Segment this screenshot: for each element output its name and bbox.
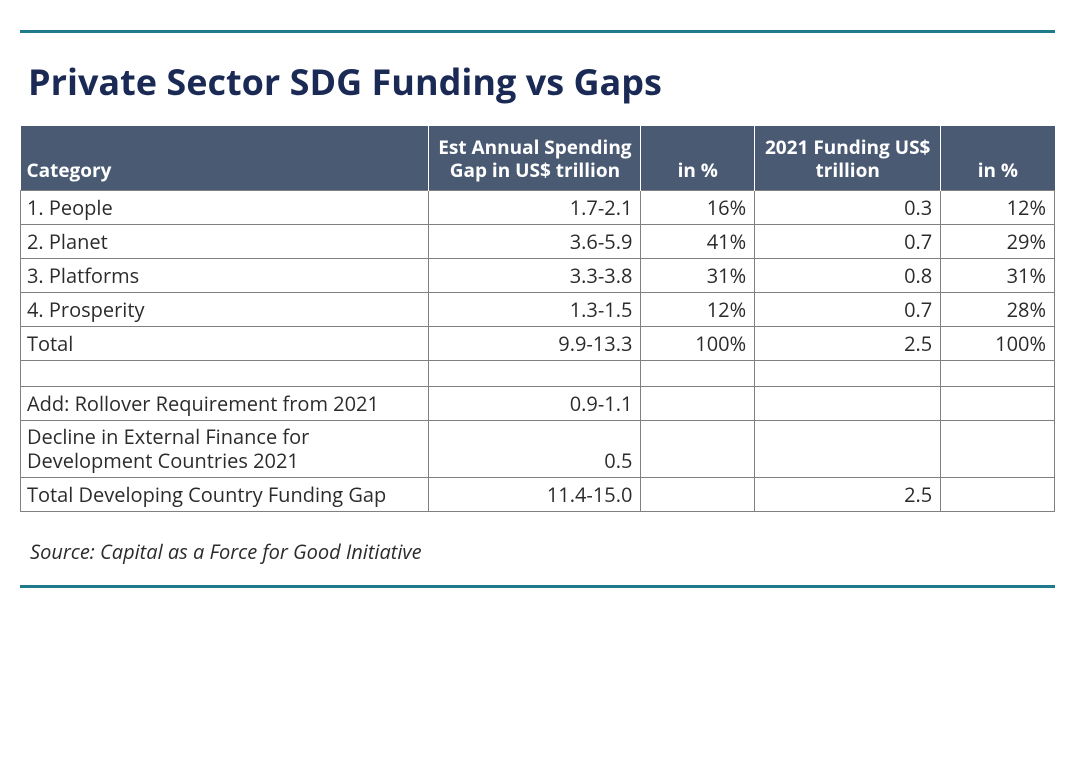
cell-fund: 2.5 bbox=[755, 326, 941, 360]
cell-empty bbox=[755, 360, 941, 386]
table-row: 2. Planet 3.6-5.9 41% 0.7 29% bbox=[21, 224, 1055, 258]
table-row: Add: Rollover Requirement from 2021 0.9-… bbox=[21, 386, 1055, 420]
cell-category: 4. Prosperity bbox=[21, 292, 429, 326]
table-row: Decline in External Finance for Developm… bbox=[21, 420, 1055, 477]
bottom-rule bbox=[20, 585, 1055, 588]
page: Private Sector SDG Funding vs Gaps Categ… bbox=[0, 30, 1075, 765]
table-body: 1. People 1.7-2.1 16% 0.3 12% 2. Planet … bbox=[21, 190, 1055, 511]
cell-empty bbox=[941, 360, 1055, 386]
cell-empty bbox=[21, 360, 429, 386]
cell-fund bbox=[755, 420, 941, 477]
cell-gap-pct: 31% bbox=[641, 258, 755, 292]
cell-gap: 1.3-1.5 bbox=[429, 292, 641, 326]
cell-empty bbox=[641, 477, 755, 511]
cell-category: Decline in External Finance for Developm… bbox=[21, 420, 429, 477]
cell-fund-pct: 12% bbox=[941, 190, 1055, 224]
col-header-gap-pct: in % bbox=[641, 126, 755, 190]
cell-category: 3. Platforms bbox=[21, 258, 429, 292]
table-row-total: Total 9.9-13.3 100% 2.5 100% bbox=[21, 326, 1055, 360]
cell-gap-pct: 41% bbox=[641, 224, 755, 258]
table-spacer-row bbox=[21, 360, 1055, 386]
cell-fund: 0.7 bbox=[755, 224, 941, 258]
cell-gap: 3.6-5.9 bbox=[429, 224, 641, 258]
cell-empty bbox=[941, 420, 1055, 477]
cell-category: 1. People bbox=[21, 190, 429, 224]
top-rule bbox=[20, 30, 1055, 33]
cell-fund-pct: 100% bbox=[941, 326, 1055, 360]
cell-empty bbox=[941, 477, 1055, 511]
cell-gap: 0.9-1.1 bbox=[429, 386, 641, 420]
cell-empty bbox=[641, 360, 755, 386]
cell-category: Total bbox=[21, 326, 429, 360]
source-note: Source: Capital as a Force for Good Init… bbox=[30, 538, 1055, 565]
table-header: Category Est Annual Spending Gap in US$ … bbox=[21, 126, 1055, 190]
col-header-funding: 2021 Funding US$ trillion bbox=[755, 126, 941, 190]
cell-empty bbox=[641, 386, 755, 420]
cell-fund bbox=[755, 386, 941, 420]
table-container: Category Est Annual Spending Gap in US$ … bbox=[20, 126, 1055, 512]
table-row: Total Developing Country Funding Gap 11.… bbox=[21, 477, 1055, 511]
cell-gap-pct: 12% bbox=[641, 292, 755, 326]
cell-gap: 1.7-2.1 bbox=[429, 190, 641, 224]
col-header-category: Category bbox=[21, 126, 429, 190]
funding-table: Category Est Annual Spending Gap in US$ … bbox=[20, 126, 1055, 512]
cell-fund-pct: 31% bbox=[941, 258, 1055, 292]
cell-category: 2. Planet bbox=[21, 224, 429, 258]
cell-fund: 2.5 bbox=[755, 477, 941, 511]
cell-category: Total Developing Country Funding Gap bbox=[21, 477, 429, 511]
cell-fund-pct: 28% bbox=[941, 292, 1055, 326]
col-header-gap: Est Annual Spending Gap in US$ trillion bbox=[429, 126, 641, 190]
cell-gap-pct: 16% bbox=[641, 190, 755, 224]
cell-empty bbox=[641, 420, 755, 477]
cell-gap: 3.3-3.8 bbox=[429, 258, 641, 292]
cell-empty bbox=[941, 386, 1055, 420]
cell-gap: 0.5 bbox=[429, 420, 641, 477]
cell-category: Add: Rollover Requirement from 2021 bbox=[21, 386, 429, 420]
cell-gap: 11.4-15.0 bbox=[429, 477, 641, 511]
cell-gap: 9.9-13.3 bbox=[429, 326, 641, 360]
page-title: Private Sector SDG Funding vs Gaps bbox=[28, 61, 1055, 102]
table-row: 3. Platforms 3.3-3.8 31% 0.8 31% bbox=[21, 258, 1055, 292]
cell-gap-pct: 100% bbox=[641, 326, 755, 360]
col-header-funding-pct: in % bbox=[941, 126, 1055, 190]
cell-fund-pct: 29% bbox=[941, 224, 1055, 258]
cell-empty bbox=[429, 360, 641, 386]
cell-fund: 0.3 bbox=[755, 190, 941, 224]
table-row: 1. People 1.7-2.1 16% 0.3 12% bbox=[21, 190, 1055, 224]
cell-fund: 0.7 bbox=[755, 292, 941, 326]
cell-fund: 0.8 bbox=[755, 258, 941, 292]
table-row: 4. Prosperity 1.3-1.5 12% 0.7 28% bbox=[21, 292, 1055, 326]
